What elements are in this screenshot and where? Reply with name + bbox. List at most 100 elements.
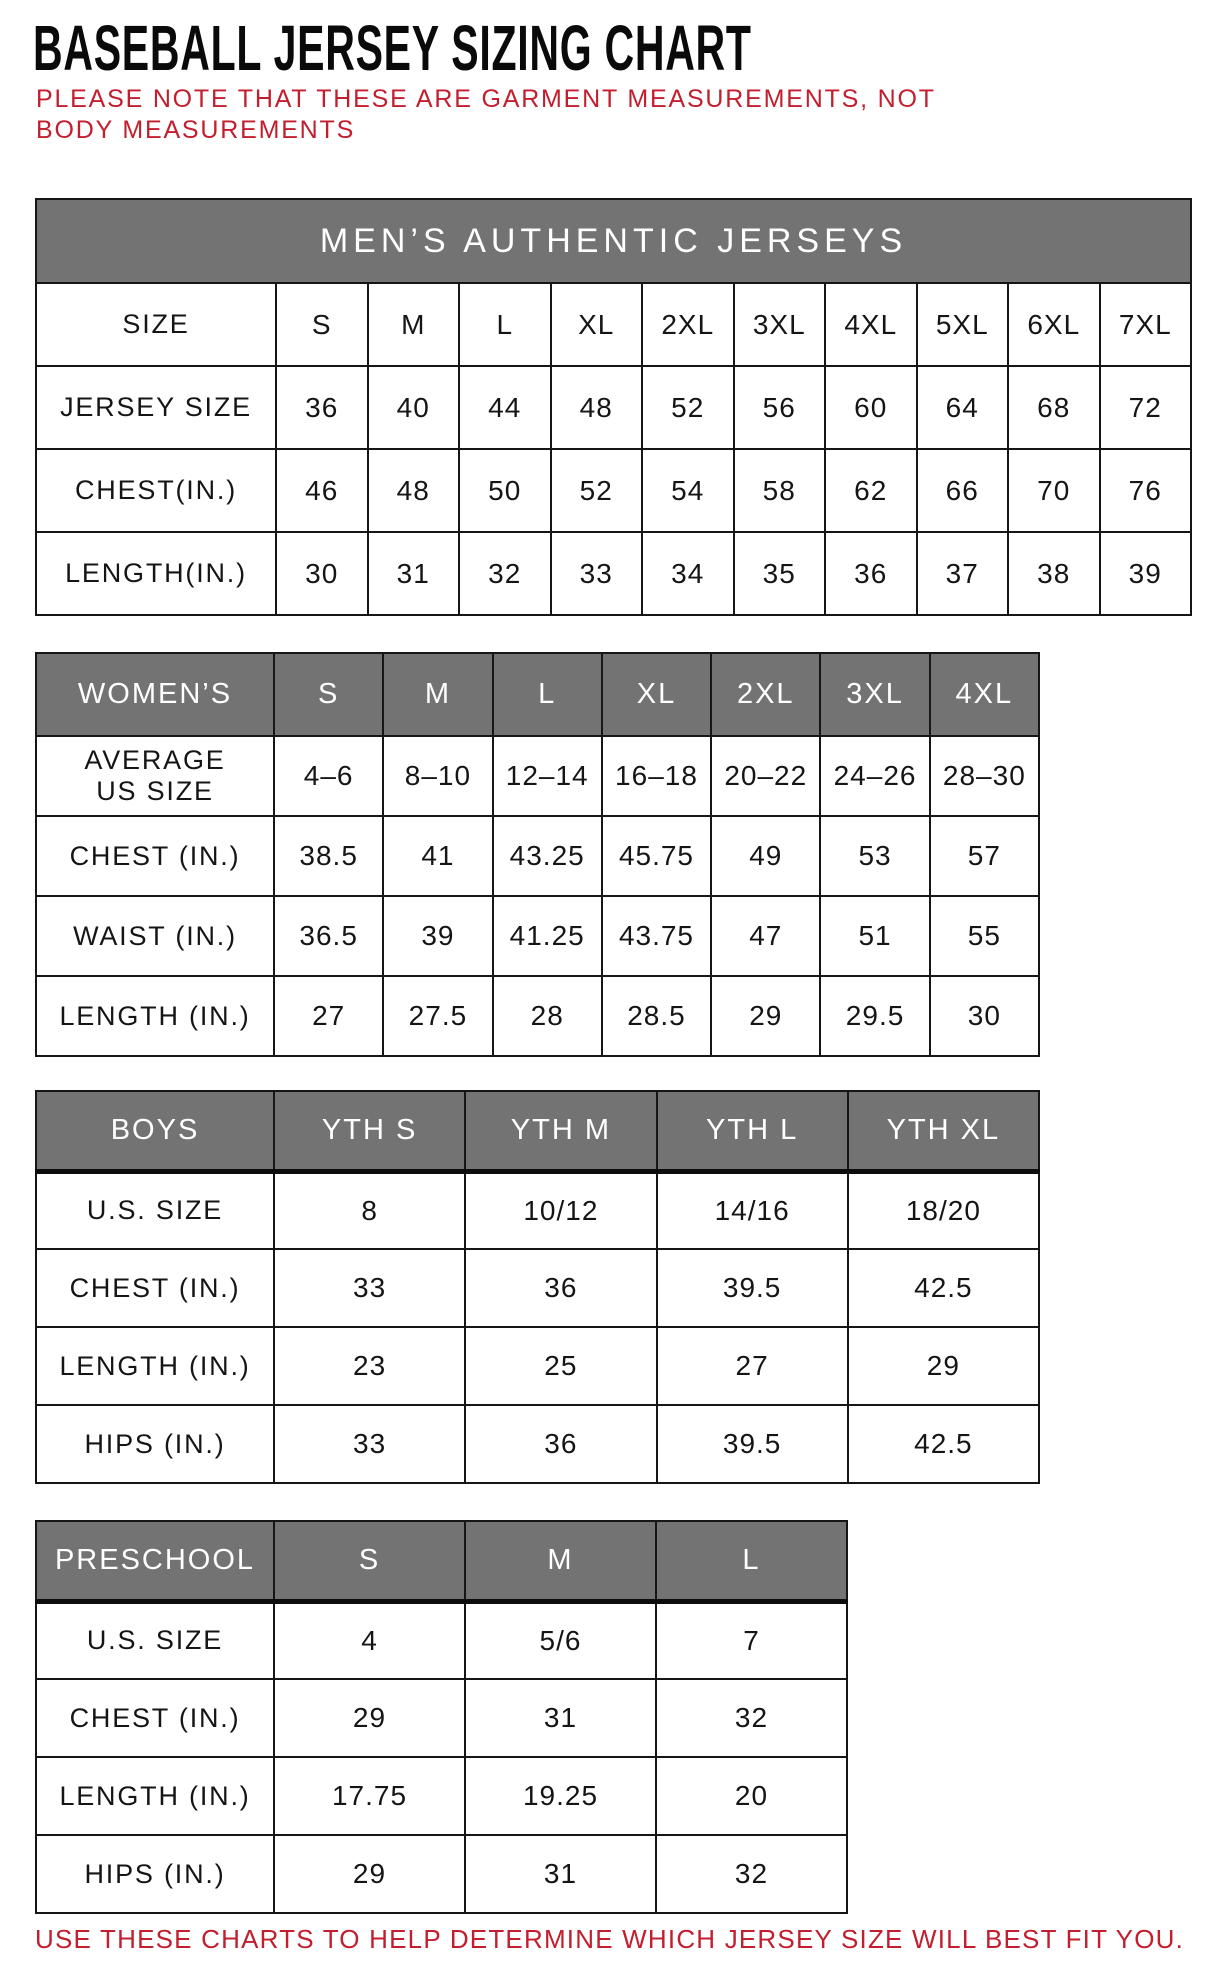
value-cell: 60 — [824, 365, 918, 450]
column-header-cell: XL — [600, 652, 713, 737]
mens-sizing-table: MEN’S AUTHENTIC JERSEYS SIZE S M L XL 2XL 3XL 4X… — [35, 198, 1192, 616]
column-header-cell: 4XL — [928, 652, 1041, 737]
row-label-cell: U.S. SIZE — [35, 1600, 275, 1680]
value-cell: 47 — [710, 895, 822, 977]
value-cell: 27 — [272, 975, 385, 1057]
table-row: WAIST (IN.) 36.5 39 41.25 43.75 47 51 55 — [35, 895, 1041, 977]
value-cell: 43.25 — [491, 815, 603, 897]
value-cell: 33 — [272, 1404, 467, 1484]
column-header-cell: S — [273, 1520, 466, 1604]
value-cell: 28 — [491, 975, 603, 1057]
value-cell: 53 — [819, 815, 931, 897]
value-cell: 28–30 — [928, 735, 1041, 817]
row-label-cell: LENGTH (IN.) — [35, 975, 275, 1057]
table-row: LENGTH (IN.) 23 25 27 29 — [35, 1326, 1041, 1406]
value-cell: 30 — [275, 531, 369, 616]
table-title-row: MEN’S AUTHENTIC JERSEYS — [35, 198, 1192, 284]
value-cell: 27.5 — [382, 975, 494, 1057]
table-row: JERSEY SIZE 36 40 44 48 52 56 60 64 68 72 — [35, 365, 1192, 450]
value-cell: 36 — [824, 531, 918, 616]
row-label-cell: CHEST(IN.) — [35, 448, 277, 533]
value-cell: 36 — [464, 1248, 658, 1328]
value-cell: 41.25 — [491, 895, 603, 977]
value-cell: 29 — [273, 1678, 466, 1758]
row-label-cell: AVERAGE US SIZE — [35, 735, 275, 817]
value-cell: 32 — [655, 1678, 848, 1758]
value-cell: 43.75 — [600, 895, 713, 977]
value-cell: 70 — [1007, 448, 1101, 533]
value-cell: 4–6 — [272, 735, 385, 817]
value-cell: 45.75 — [600, 815, 713, 897]
value-cell: 55 — [928, 895, 1041, 977]
value-cell: 39.5 — [655, 1404, 849, 1484]
value-cell: 40 — [366, 365, 460, 450]
value-cell: 23 — [272, 1326, 467, 1406]
value-cell: 39 — [382, 895, 494, 977]
value-cell: 30 — [928, 975, 1041, 1057]
value-cell: 62 — [824, 448, 918, 533]
table-row: CHEST (IN.) 33 36 39.5 42.5 — [35, 1248, 1041, 1328]
value-cell: 52 — [641, 365, 735, 450]
value-cell: 34 — [641, 531, 735, 616]
value-cell: 51 — [819, 895, 931, 977]
column-header-row: BOYS YTH S YTH M YTH L YTH XL — [35, 1090, 1041, 1174]
value-cell: 7 — [655, 1600, 848, 1680]
table-row: U.S. SIZE 4 5/6 7 — [35, 1600, 848, 1680]
value-cell: 24–26 — [819, 735, 931, 817]
column-header-cell: M — [382, 652, 494, 737]
column-header-cell: L — [491, 652, 603, 737]
table-row: CHEST(IN.) 46 48 50 52 54 58 62 66 70 76 — [35, 448, 1192, 533]
table-title-cell: WOMEN’S — [35, 652, 275, 737]
value-cell: 8 — [272, 1170, 467, 1250]
boys-sizing-table: BOYS YTH S YTH M YTH L YTH XL U.S. SIZE 8 10/12… — [35, 1090, 1041, 1484]
value-cell: 56 — [732, 365, 826, 450]
value-cell: 10/12 — [464, 1170, 658, 1250]
row-label-cell: HIPS (IN.) — [35, 1404, 275, 1484]
table-row: CHEST (IN.) 38.5 41 43.25 45.75 49 53 57 — [35, 815, 1041, 897]
row-label-cell: LENGTH (IN.) — [35, 1326, 275, 1406]
value-cell: 38.5 — [272, 815, 385, 897]
value-cell: M — [366, 282, 460, 367]
value-cell: 39.5 — [655, 1248, 849, 1328]
row-label-cell: CHEST (IN.) — [35, 815, 275, 897]
row-label-cell: LENGTH(IN.) — [35, 531, 277, 616]
value-cell: 46 — [275, 448, 369, 533]
table-title-bar: MEN’S AUTHENTIC JERSEYS — [35, 198, 1192, 284]
value-cell: 33 — [272, 1248, 467, 1328]
row-label-cell: CHEST (IN.) — [35, 1248, 275, 1328]
row-label-cell: LENGTH (IN.) — [35, 1756, 275, 1836]
row-label-cell: U.S. SIZE — [35, 1170, 275, 1250]
table-row: LENGTH (IN.) 17.75 19.25 20 — [35, 1756, 848, 1836]
value-cell: 29.5 — [819, 975, 931, 1057]
column-header-row: WOMEN’S S M L XL 2XL 3XL 4XL — [35, 652, 1041, 737]
value-cell: 20 — [655, 1756, 848, 1836]
value-cell: 27 — [655, 1326, 849, 1406]
value-cell: 5XL — [915, 282, 1009, 367]
page-title: BASEBALL JERSEY SIZING CHART — [33, 13, 752, 85]
value-cell: 28.5 — [600, 975, 713, 1057]
value-cell: 12–14 — [491, 735, 603, 817]
value-cell: 7XL — [1098, 282, 1192, 367]
value-cell: 8–10 — [382, 735, 494, 817]
value-cell: 4 — [273, 1600, 466, 1680]
value-cell: 6XL — [1007, 282, 1101, 367]
value-cell: 57 — [928, 815, 1041, 897]
value-cell: 38 — [1007, 531, 1101, 616]
value-cell: 50 — [458, 448, 552, 533]
value-cell: 2XL — [641, 282, 735, 367]
value-cell: 36.5 — [272, 895, 385, 977]
column-header-cell: S — [272, 652, 385, 737]
table-row: LENGTH(IN.) 30 31 32 33 34 35 36 37 38 39 — [35, 531, 1192, 616]
column-header-row: PRESCHOOL S M L — [35, 1520, 848, 1604]
womens-sizing-table: WOMEN’S S M L XL 2XL 3XL 4XL AVERAGE US SIZE 4–6 8… — [35, 652, 1041, 1057]
value-cell: 41 — [382, 815, 494, 897]
row-label-cell: JERSEY SIZE — [35, 365, 277, 450]
preschool-sizing-table: PRESCHOOL S M L U.S. SIZE 4 5/6 7 CHEST (IN.) 29 3… — [35, 1520, 848, 1914]
value-cell: 16–18 — [600, 735, 713, 817]
value-cell: 76 — [1098, 448, 1192, 533]
value-cell: 64 — [915, 365, 1009, 450]
value-cell: 44 — [458, 365, 552, 450]
value-cell: 31 — [464, 1678, 657, 1758]
value-cell: 29 — [710, 975, 822, 1057]
value-cell: 19.25 — [464, 1756, 657, 1836]
